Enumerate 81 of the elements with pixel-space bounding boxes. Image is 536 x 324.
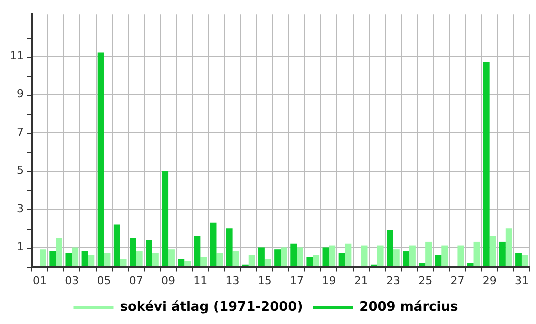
bar — [387, 230, 394, 266]
bar — [313, 255, 320, 266]
bar — [522, 255, 528, 266]
bar — [114, 224, 120, 266]
bar — [403, 252, 410, 266]
bar — [130, 238, 136, 266]
x-tick-label: 01 — [33, 274, 48, 288]
bar — [50, 252, 56, 266]
bar — [88, 255, 95, 266]
bar — [178, 259, 185, 266]
bar — [98, 52, 104, 266]
x-tick-label: 07 — [129, 274, 144, 288]
bar — [426, 242, 432, 266]
x-tick-label: 17 — [290, 274, 304, 288]
y-tick-label: 5 — [16, 164, 24, 178]
bar — [281, 248, 288, 266]
bar — [499, 242, 506, 266]
bar — [120, 259, 127, 266]
y-tick-label: 1 — [16, 240, 24, 254]
bar — [393, 250, 400, 266]
bar — [490, 236, 496, 266]
bar — [66, 253, 72, 266]
bar — [264, 259, 272, 266]
bar — [56, 238, 63, 266]
y-tick-label: 7 — [16, 126, 24, 139]
bar — [410, 246, 416, 266]
bar — [184, 261, 192, 266]
bar — [474, 242, 480, 266]
bar — [146, 240, 152, 266]
bar — [82, 252, 88, 266]
bar — [442, 246, 448, 266]
bar — [40, 250, 46, 266]
bar — [210, 222, 217, 266]
bar — [345, 244, 352, 266]
y-tick-label: 11 — [10, 49, 24, 62]
bar — [290, 244, 298, 266]
x-tick-label: 13 — [226, 274, 240, 288]
bar — [483, 62, 490, 266]
bar — [194, 236, 201, 266]
x-tick-label: 27 — [450, 274, 465, 288]
bar — [136, 252, 143, 266]
x-tick-label: 19 — [322, 274, 336, 288]
bar — [200, 257, 208, 266]
bar — [232, 252, 240, 266]
bar — [506, 228, 512, 266]
bar — [467, 262, 474, 266]
bar — [458, 246, 464, 266]
legend-label: sokévi átlag (1971-2000) — [120, 300, 304, 315]
bar — [274, 250, 281, 266]
x-tick-label: 31 — [514, 274, 529, 288]
bar — [322, 248, 330, 266]
y-tick-label: 3 — [16, 202, 24, 216]
bar — [104, 253, 111, 266]
x-tick-label: 11 — [194, 274, 208, 288]
bar — [338, 253, 346, 266]
x-tick-label: 05 — [97, 274, 112, 288]
x-tick-label: 21 — [354, 274, 368, 288]
bar — [516, 253, 522, 266]
bar — [329, 246, 336, 266]
bar — [297, 248, 304, 266]
x-tick-label: 09 — [162, 274, 176, 288]
legend-label: 2009 március — [360, 300, 459, 315]
bar — [226, 228, 233, 266]
bar — [162, 171, 169, 266]
x-tick-label: 23 — [386, 274, 400, 288]
bar — [361, 246, 368, 266]
bar — [306, 257, 314, 266]
x-tick-label: 03 — [65, 274, 80, 288]
y-tick-label: 9 — [16, 88, 24, 101]
x-tick-label: 29 — [482, 274, 497, 288]
bar — [72, 248, 79, 266]
bar — [248, 255, 256, 266]
bar — [216, 253, 224, 266]
bar — [258, 248, 265, 266]
bar — [419, 262, 426, 266]
x-tick-label: 15 — [258, 274, 272, 288]
bar — [152, 253, 159, 266]
bar — [168, 250, 175, 266]
x-tick-label: 25 — [418, 274, 433, 288]
bar — [435, 255, 442, 266]
bar — [377, 246, 384, 266]
